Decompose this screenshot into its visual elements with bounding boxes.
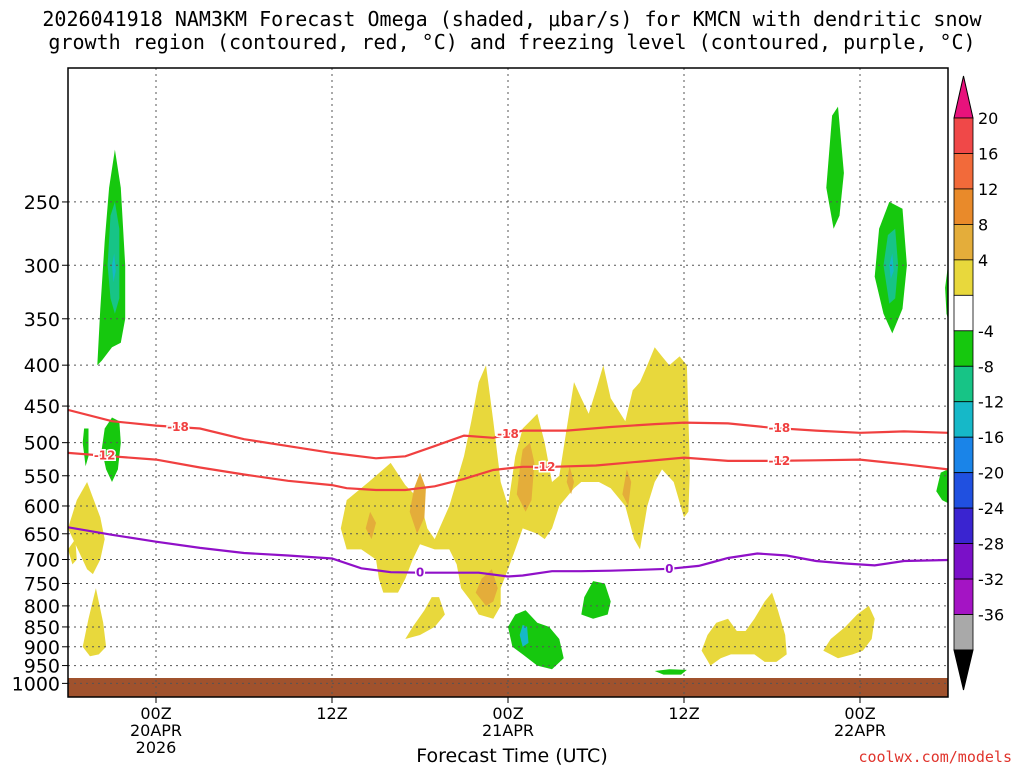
x-tick-label: 20APR <box>130 721 182 740</box>
shade-omega-4-8 <box>68 539 77 565</box>
colorbar-label: -4 <box>978 322 994 341</box>
colorbar-label: -12 <box>978 393 1004 412</box>
shade-omega-neg12-neg16 <box>889 253 894 279</box>
colorbar-segment <box>953 153 974 190</box>
x-tick-label: 21APR <box>482 721 534 740</box>
colorbar-label: -8 <box>978 357 994 376</box>
shade-omega-neg12-neg16 <box>519 624 529 647</box>
shade-omega-neg4-neg8 <box>826 106 844 229</box>
colorbar-label: -20 <box>978 464 1004 483</box>
shade-omega-8-12 <box>566 466 574 495</box>
y-tick-label: 550 <box>24 466 60 488</box>
shade-omega-neg4-neg8 <box>508 610 564 670</box>
contour-line--12 <box>68 451 948 492</box>
colorbar-label: 16 <box>978 144 998 163</box>
x-tick-label: 00Z <box>492 704 523 723</box>
contour-label-0: 0 <box>665 562 673 576</box>
shade-omega-4-8 <box>82 588 107 657</box>
contour-label--12: -12 <box>534 460 556 474</box>
y-tick-label: 750 <box>24 573 60 595</box>
colorbar-bottom-tip <box>953 649 974 691</box>
colorbar-segment <box>953 472 974 509</box>
colorbar-segment <box>953 578 974 615</box>
shade-omega-4-8 <box>68 482 105 575</box>
colorbar-label: -28 <box>978 535 1004 554</box>
colorbar-label: -32 <box>978 570 1004 589</box>
chart-title-line-1: 2026041918 NAM3KM Forecast Omega (shaded… <box>42 7 982 31</box>
y-tick-label: 350 <box>24 309 60 331</box>
contour-line--18 <box>68 408 948 460</box>
y-tick-label: 850 <box>24 617 60 639</box>
shade-omega-neg4-neg8 <box>101 417 121 482</box>
x-tick-label: 2026 <box>136 738 177 757</box>
shade-omega-8-12 <box>622 469 632 506</box>
y-tick-label: 600 <box>24 496 60 518</box>
colorbar-segment <box>953 223 974 261</box>
colorbar-label: 20 <box>978 109 998 128</box>
colorbar-label: -24 <box>978 499 1004 518</box>
colorbar-segment <box>953 117 974 154</box>
colorbar-segment <box>953 259 974 296</box>
colorbar-label: -16 <box>978 428 1004 447</box>
x-tick-label: 22APR <box>834 721 886 740</box>
colorbar-segment <box>953 365 974 403</box>
x-tick-label: 00Z <box>844 704 875 723</box>
shade-omega-8-12 <box>365 511 376 540</box>
y-tick-label: 1000 <box>12 673 60 695</box>
shade-omega-neg4-neg8 <box>936 469 948 504</box>
credit-text: coolwx.com/models <box>858 748 1012 766</box>
y-tick-label: 450 <box>24 396 60 418</box>
x-tick-label: 00Z <box>140 704 171 723</box>
contour-line-0 <box>68 526 948 578</box>
x-tick-label: 12Z <box>668 704 699 723</box>
shade-omega-neg4-neg8 <box>581 581 611 619</box>
colorbar-segment <box>953 188 974 225</box>
shade-omega-neg12-neg16 <box>112 253 116 283</box>
contour-label--18: -18 <box>497 427 519 441</box>
shade-omega-4-8 <box>405 597 445 639</box>
x-axis-label: Forecast Time (UTC) <box>416 745 608 767</box>
y-tick-label: 900 <box>24 637 60 659</box>
colorbar-label: 12 <box>978 180 998 199</box>
colorbar-label: 4 <box>978 251 988 270</box>
shade-omega-4-8 <box>340 347 690 619</box>
shade-omega-neg4-neg8 <box>82 428 89 467</box>
y-tick-label: 800 <box>24 596 60 618</box>
plot-area: -18 -18 -18 -12 -12 -12 0 0 <box>68 68 948 697</box>
contour-label--18: -18 <box>167 420 189 434</box>
colorbar-segment <box>953 507 974 544</box>
y-tick-label: 500 <box>24 433 60 455</box>
shade-omega-neg4-neg8 <box>654 669 687 675</box>
colorbar-segment <box>953 330 974 367</box>
y-tick-label: 650 <box>24 524 60 546</box>
y-tick-label: 300 <box>24 255 60 277</box>
colorbar-segment <box>953 543 974 580</box>
x-tick-label: 12Z <box>316 704 347 723</box>
chart-title-line-2: growth region (contoured, red, °C) and f… <box>48 30 976 54</box>
shade-omega-4-8 <box>701 592 787 666</box>
colorbar-label: 8 <box>978 215 988 234</box>
colorbar-label: -36 <box>978 606 1004 625</box>
y-tick-label: 700 <box>24 550 60 572</box>
colorbar-segment <box>953 401 974 438</box>
contour-label--12: -12 <box>768 454 790 468</box>
colorbar-segment <box>953 436 974 474</box>
shade-omega-8-12 <box>475 569 498 606</box>
contour-label-0: 0 <box>416 566 424 580</box>
contour-label--18: -18 <box>768 421 790 435</box>
y-tick-label: 950 <box>24 656 60 678</box>
colorbar-segment <box>953 614 974 651</box>
shade-omega-4-8 <box>823 605 875 659</box>
y-tick-label: 400 <box>24 355 60 377</box>
contour-label--12: -12 <box>94 449 116 463</box>
shade-omega-8-12 <box>516 442 535 512</box>
y-tick-label: 250 <box>24 192 60 214</box>
colorbar-top-tip <box>953 75 974 119</box>
colorbar-segment <box>953 294 974 332</box>
